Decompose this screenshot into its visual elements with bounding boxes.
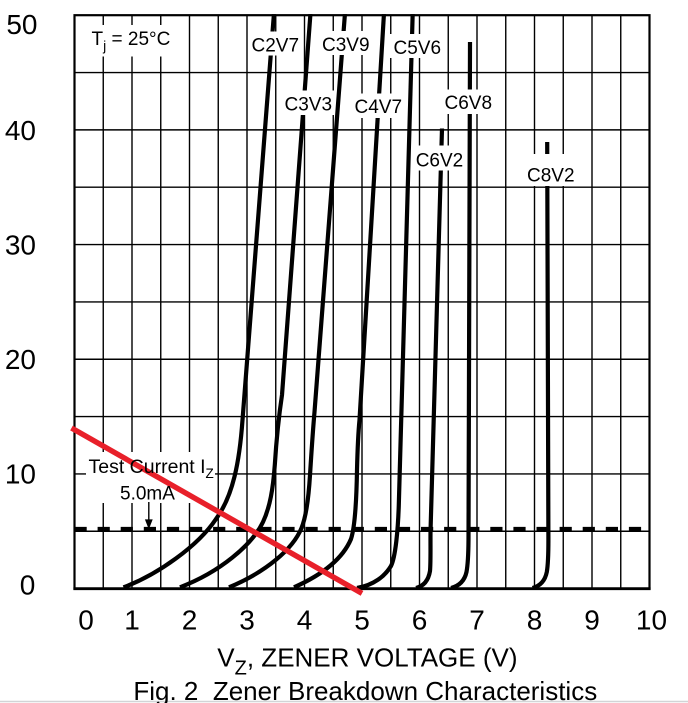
svg-text:40: 40 — [5, 115, 36, 146]
svg-text:1: 1 — [124, 605, 140, 636]
svg-text:C3V3: C3V3 — [285, 95, 333, 116]
svg-text:30: 30 — [5, 229, 36, 260]
svg-text:Fig. 2 Zener Breakdown Charac: Fig. 2 Zener Breakdown Characteristics — [133, 676, 597, 703]
svg-text:10: 10 — [5, 459, 36, 490]
svg-text:50: 50 — [6, 9, 37, 40]
svg-text:C3V9: C3V9 — [322, 35, 370, 56]
svg-text:5.0mA: 5.0mA — [120, 483, 175, 504]
svg-text:0: 0 — [20, 570, 36, 601]
svg-text:0: 0 — [78, 605, 94, 636]
svg-text:10: 10 — [636, 605, 667, 636]
svg-text:Test Current IZ: Test Current IZ — [89, 456, 214, 481]
svg-text:6: 6 — [412, 605, 428, 636]
svg-text:9: 9 — [584, 605, 600, 636]
svg-text:VZ, ZENER VOLTAGE (V): VZ, ZENER VOLTAGE (V) — [217, 643, 517, 680]
svg-text:4: 4 — [297, 605, 313, 636]
svg-text:2: 2 — [182, 605, 198, 636]
svg-text:C6V8: C6V8 — [445, 93, 493, 114]
svg-text:C2V7: C2V7 — [252, 36, 300, 57]
svg-text:20: 20 — [5, 344, 36, 375]
svg-text:C4V7: C4V7 — [355, 97, 403, 118]
svg-text:3: 3 — [239, 605, 255, 636]
svg-text:8: 8 — [527, 605, 543, 636]
svg-text:5: 5 — [354, 605, 370, 636]
svg-text:C5V6: C5V6 — [394, 38, 442, 59]
svg-text:C6V2: C6V2 — [416, 151, 464, 172]
svg-text:7: 7 — [469, 605, 485, 636]
svg-text:C8V2: C8V2 — [527, 166, 575, 187]
